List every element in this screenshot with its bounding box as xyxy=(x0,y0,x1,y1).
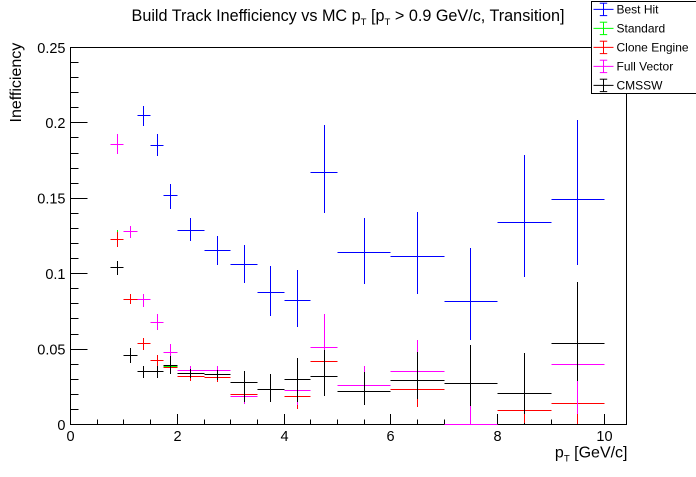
svg-text:0.15: 0.15 xyxy=(37,192,65,208)
svg-text:Build Track Inefficiency vs MC: Build Track Inefficiency vs MC pT [pT > … xyxy=(132,7,565,28)
svg-text:Best Hit: Best Hit xyxy=(617,3,660,17)
svg-text:4: 4 xyxy=(280,429,288,445)
svg-text:2: 2 xyxy=(173,429,181,445)
svg-text:CMSSW: CMSSW xyxy=(617,79,664,93)
svg-text:0.2: 0.2 xyxy=(45,116,65,132)
svg-text:6: 6 xyxy=(386,429,394,445)
svg-text:0.1: 0.1 xyxy=(45,267,65,283)
svg-text:10: 10 xyxy=(596,429,612,445)
svg-text:0: 0 xyxy=(57,418,65,434)
svg-text:0: 0 xyxy=(66,429,74,445)
svg-text:Clone Engine: Clone Engine xyxy=(617,41,689,55)
svg-text:0.05: 0.05 xyxy=(37,342,65,358)
svg-text:Inefficiency: Inefficiency xyxy=(8,43,25,123)
svg-text:8: 8 xyxy=(493,429,501,445)
svg-text:Standard: Standard xyxy=(617,22,666,36)
svg-text:Full Vector: Full Vector xyxy=(617,60,674,74)
svg-text:0.25: 0.25 xyxy=(37,41,65,57)
